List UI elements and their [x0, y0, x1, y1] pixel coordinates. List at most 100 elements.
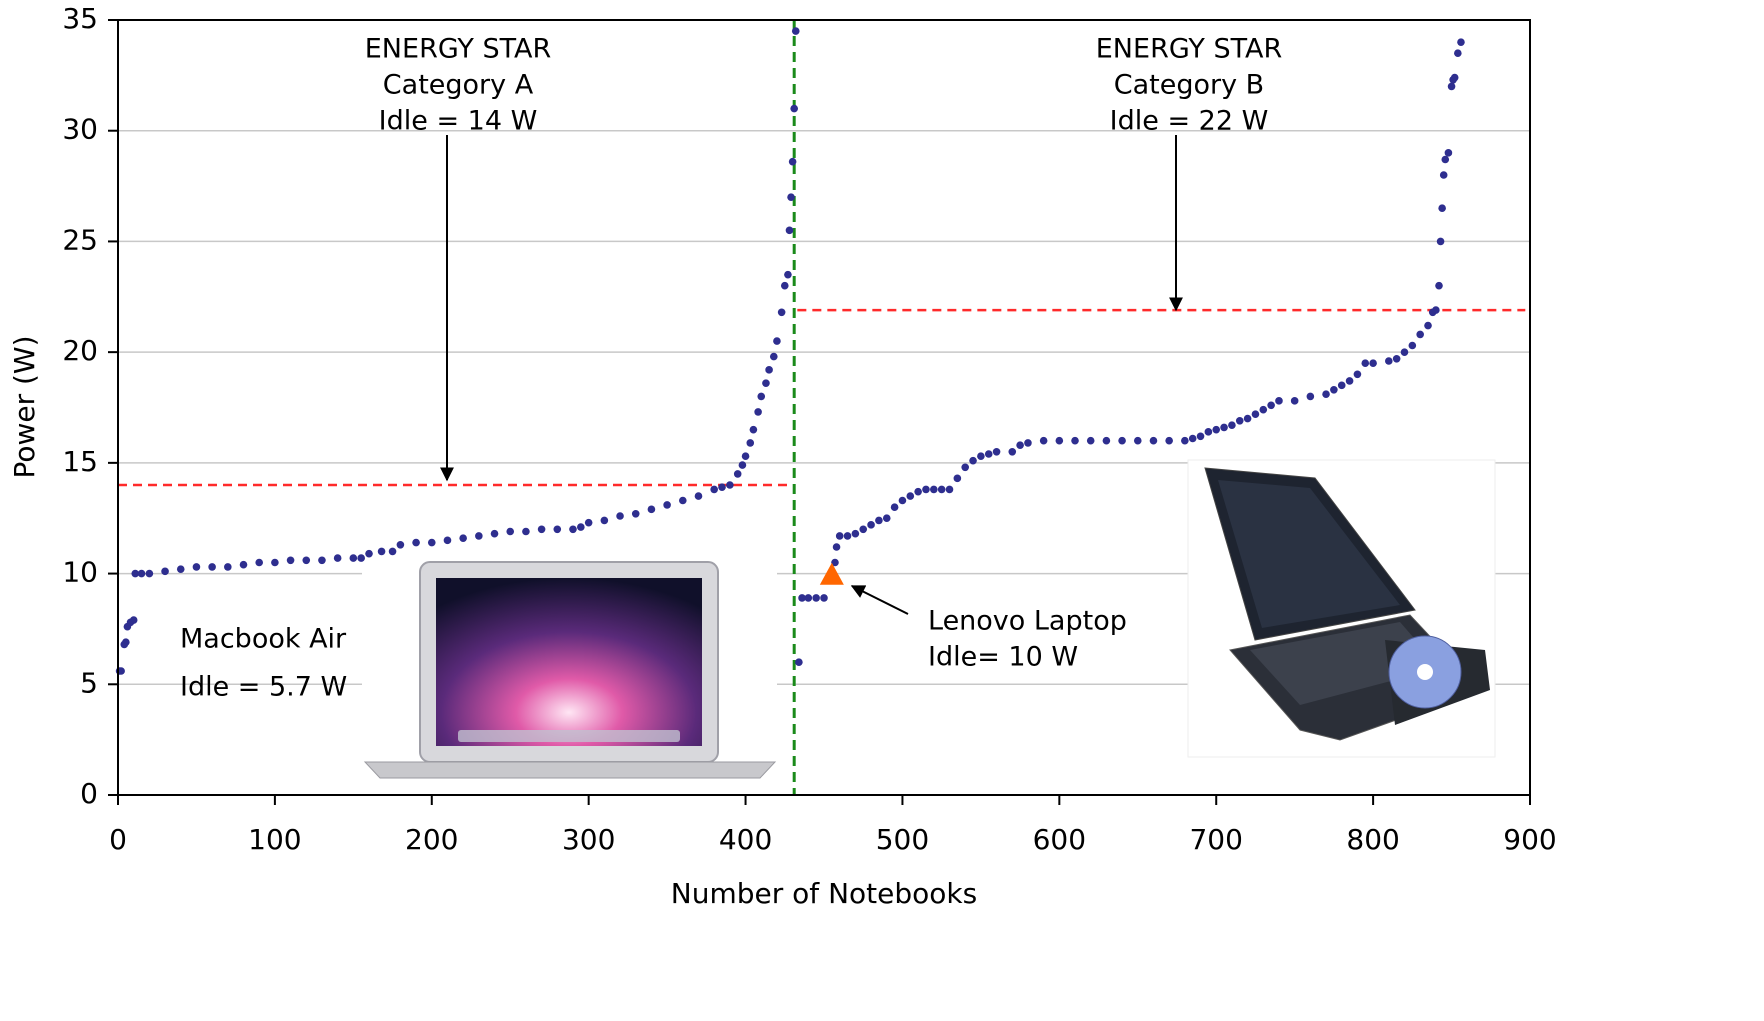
point: [161, 567, 169, 576]
point: [1450, 73, 1459, 82]
point: [1385, 357, 1393, 365]
point: [780, 281, 789, 290]
point: [1447, 82, 1456, 91]
annotation-text: Lenovo Laptop: [928, 606, 1127, 637]
y-tick-label: 30: [62, 113, 98, 146]
annotation-text: Category B: [1114, 70, 1264, 101]
y-tick-label: 20: [62, 334, 98, 367]
point: [1290, 397, 1299, 405]
point: [1454, 49, 1462, 58]
point: [867, 521, 875, 529]
annotation-lenovo: Lenovo Laptop Idle= 10 W: [928, 606, 1127, 673]
point: [176, 565, 185, 573]
annotation-text: Category A: [383, 70, 534, 101]
point: [1306, 392, 1315, 401]
point: [647, 505, 656, 514]
point: [961, 463, 969, 472]
point: [396, 540, 405, 549]
point: [1149, 436, 1158, 445]
annotation-b: ENERGY STAR Category B Idle = 22 W: [1096, 34, 1283, 137]
point: [762, 379, 770, 387]
point: [835, 532, 844, 540]
point: [427, 538, 436, 547]
point: [1353, 370, 1362, 379]
point: [694, 492, 703, 500]
y-tick-label: 5: [80, 666, 98, 699]
point: [1439, 171, 1448, 179]
point: [286, 556, 295, 565]
point: [584, 518, 593, 527]
x-tick-label: 300: [562, 823, 615, 856]
y-tick-label: 35: [62, 2, 98, 35]
point: [787, 193, 795, 201]
point: [1016, 441, 1024, 449]
point: [851, 529, 860, 538]
point: [129, 616, 138, 624]
point: [726, 481, 734, 489]
point: [788, 157, 797, 166]
macbook-image: [362, 555, 777, 785]
lenovo-image: [1187, 459, 1496, 758]
point: [357, 554, 365, 562]
plot: [108, 19, 1531, 805]
point: [1055, 436, 1064, 445]
point: [537, 525, 546, 534]
point: [553, 525, 562, 534]
point: [1400, 348, 1409, 356]
point: [1008, 447, 1017, 456]
y-tick-label: 0: [80, 777, 98, 810]
point: [710, 485, 718, 494]
x-tick-label: 400: [719, 823, 772, 856]
point: [820, 594, 828, 602]
point: [490, 529, 499, 538]
point: [349, 554, 358, 562]
point: [1408, 341, 1417, 350]
point: [1181, 436, 1189, 445]
point: [791, 27, 800, 35]
point: [1345, 377, 1354, 385]
point: [1322, 390, 1330, 399]
point: [475, 532, 483, 540]
annotation-text: Idle = 5.7 W: [180, 672, 347, 703]
point: [1267, 401, 1275, 410]
point: [412, 538, 420, 547]
point: [1235, 416, 1244, 425]
annotation-text: ENERGY STAR: [1096, 34, 1283, 65]
point: [600, 516, 609, 525]
point: [1188, 434, 1197, 443]
annotation-text: Macbook Air: [180, 624, 347, 655]
point: [302, 556, 311, 565]
point: [832, 543, 841, 551]
point: [1118, 436, 1126, 445]
point: [984, 450, 993, 458]
point: [1133, 436, 1142, 445]
point: [117, 667, 125, 675]
point: [1165, 436, 1173, 445]
plot-frame: [117, 19, 1531, 796]
point: [746, 439, 755, 447]
x-axis-title: Number of Notebooks: [671, 877, 977, 910]
point: [1435, 281, 1443, 290]
point: [953, 474, 962, 483]
point: [930, 485, 938, 494]
point: [1220, 423, 1228, 432]
point: [577, 523, 585, 531]
point: [937, 485, 946, 494]
point: [843, 532, 852, 540]
point: [1392, 354, 1401, 363]
annotation-macbook: Macbook Air Idle = 5.7 W: [180, 624, 347, 703]
point: [131, 569, 140, 578]
point: [318, 556, 326, 565]
point: [890, 503, 899, 511]
point: [1424, 321, 1432, 330]
y-tick-label: 25: [62, 223, 98, 256]
point: [631, 509, 640, 518]
point: [882, 514, 891, 523]
point: [145, 569, 154, 578]
point: [208, 563, 216, 571]
point: [1432, 306, 1440, 314]
x-tick-label: 0: [109, 823, 127, 856]
point: [790, 104, 798, 113]
point: [1212, 425, 1221, 434]
